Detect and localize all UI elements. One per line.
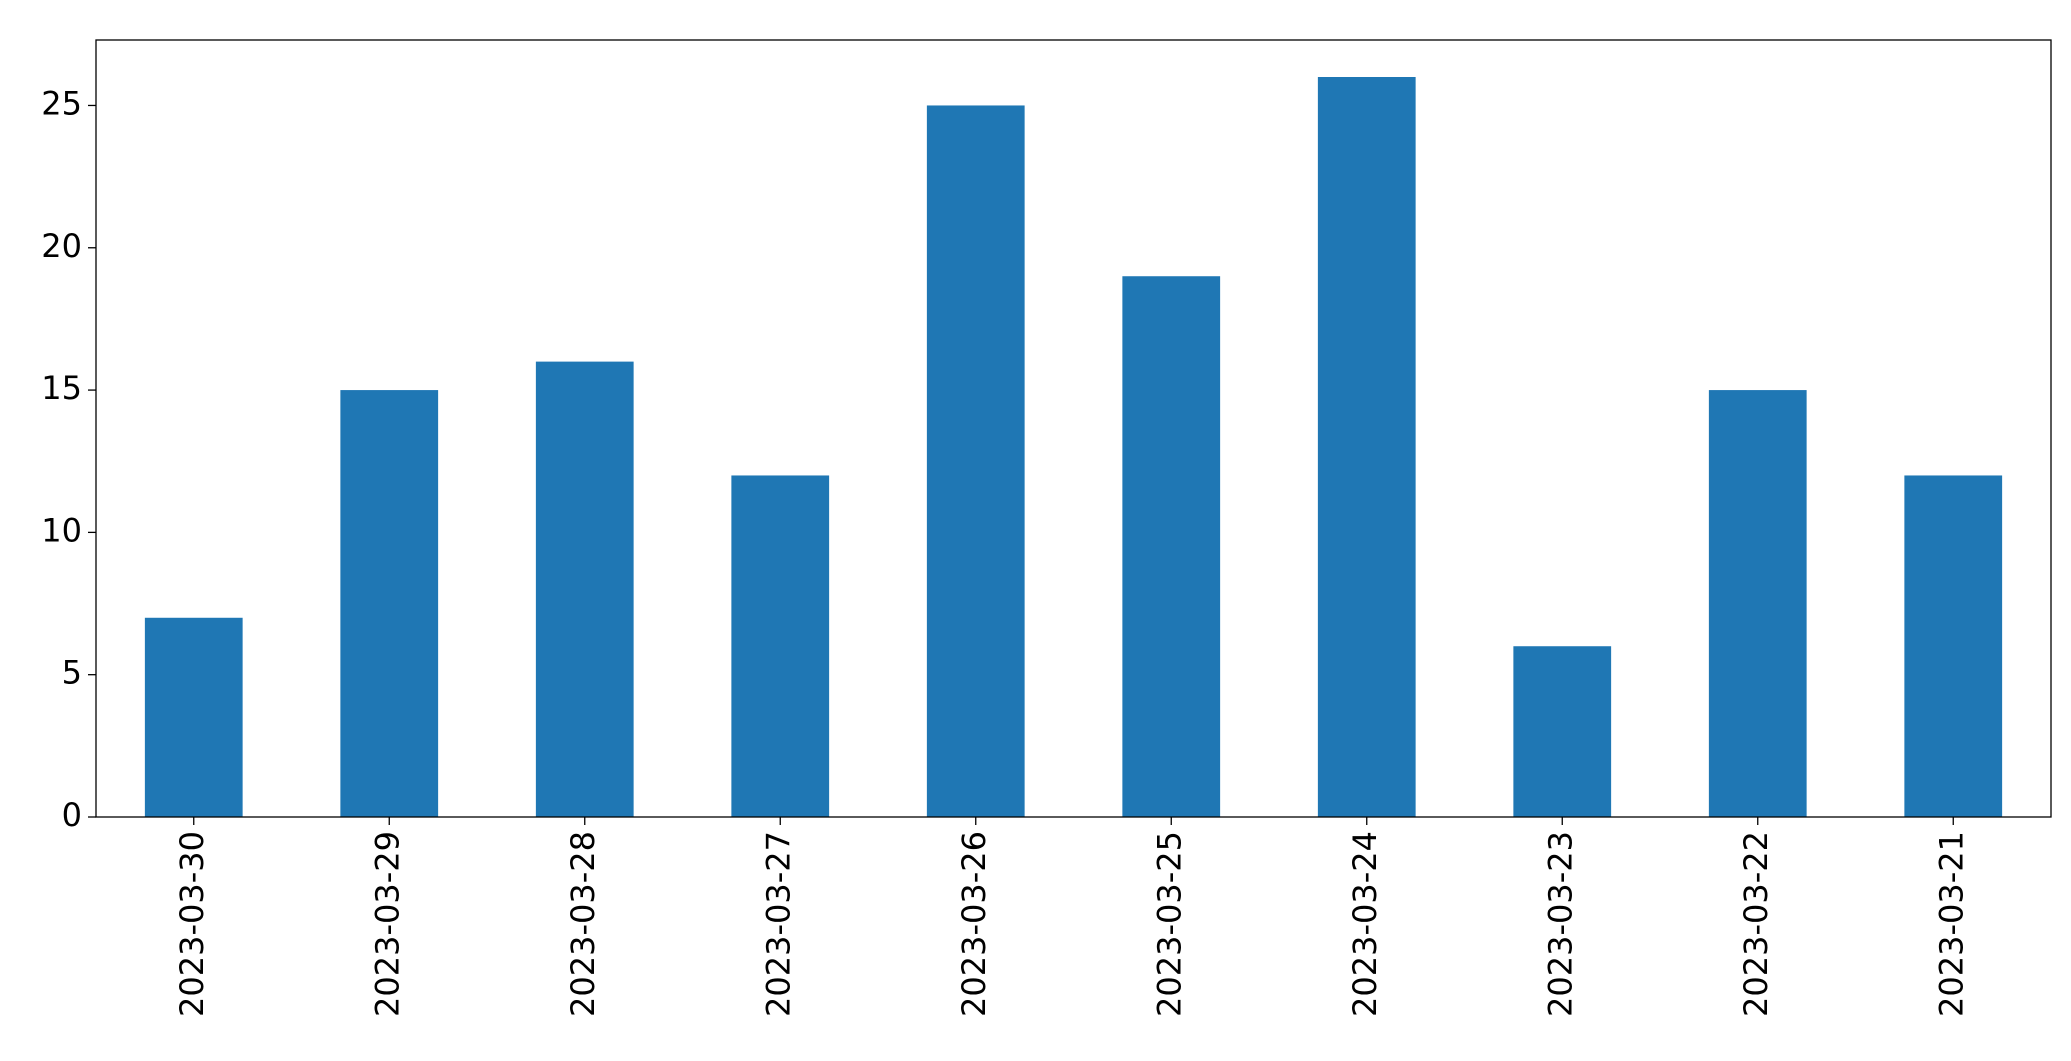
bar xyxy=(926,105,1025,817)
bar xyxy=(1513,646,1612,817)
y-tick-label: 5 xyxy=(62,654,82,692)
x-tick-label: 2023-03-25 xyxy=(1150,831,1188,1017)
x-tick-label: 2023-03-30 xyxy=(173,831,211,1017)
x-tick-label: 2023-03-26 xyxy=(955,831,993,1017)
y-tick-label: 10 xyxy=(41,511,82,549)
y-tick-label: 25 xyxy=(41,84,82,122)
bar xyxy=(1317,77,1416,817)
x-tick-label: 2023-03-23 xyxy=(1541,831,1579,1017)
bar xyxy=(1708,390,1807,817)
y-tick-label: 20 xyxy=(41,227,82,265)
bar xyxy=(1122,276,1221,817)
x-tick-label: 2023-03-22 xyxy=(1737,831,1775,1017)
x-tick-label: 2023-03-24 xyxy=(1346,831,1384,1017)
bar xyxy=(731,475,830,817)
bar xyxy=(1904,475,2003,817)
x-tick-label: 2023-03-21 xyxy=(1932,831,1970,1017)
bar xyxy=(340,390,439,817)
y-tick-label: 15 xyxy=(41,369,82,407)
bar xyxy=(535,361,634,817)
y-tick-label: 0 xyxy=(62,796,82,834)
x-tick-label: 2023-03-28 xyxy=(564,831,602,1017)
x-tick-label: 2023-03-29 xyxy=(368,831,406,1017)
plot-frame xyxy=(95,39,2052,818)
bar xyxy=(144,617,243,817)
x-tick-label: 2023-03-27 xyxy=(759,831,797,1017)
